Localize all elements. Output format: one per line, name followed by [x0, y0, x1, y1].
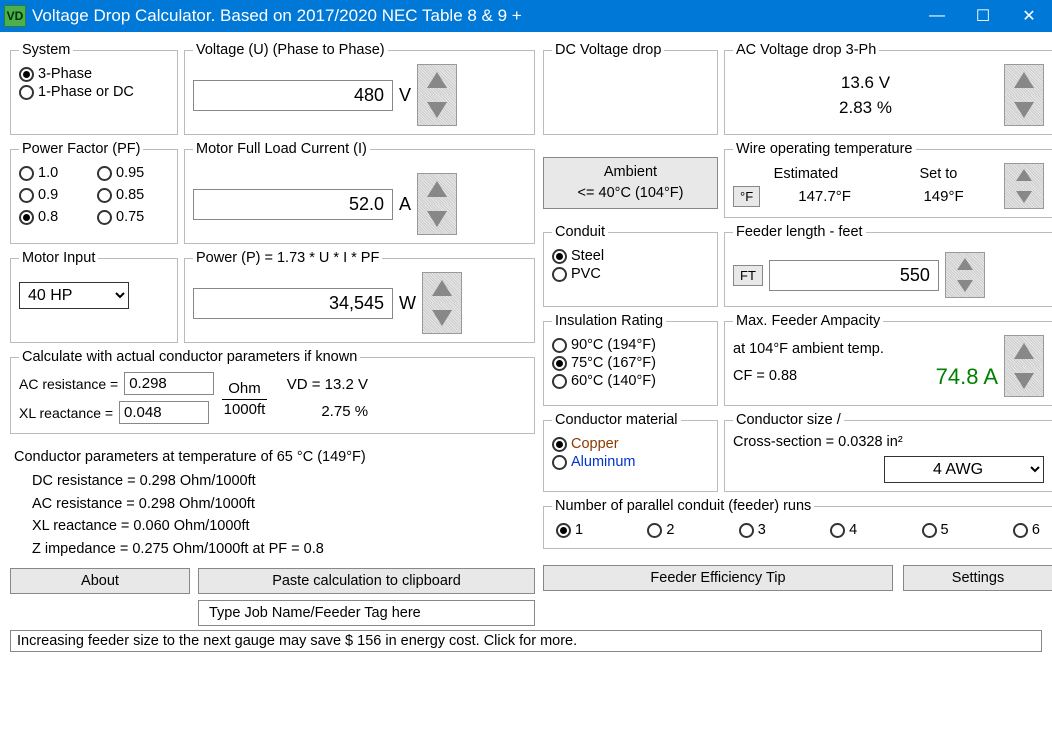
status-bar[interactable]: Increasing feeder size to the next gauge… — [10, 630, 1042, 652]
power-input[interactable] — [193, 288, 393, 319]
mat-copper[interactable] — [552, 437, 567, 452]
xl-input[interactable] — [119, 401, 209, 424]
vd-pct-result: 2.75 % — [287, 398, 368, 425]
pf-legend: Power Factor (PF) — [19, 141, 143, 157]
current-input[interactable] — [193, 189, 393, 220]
acdrop-down[interactable] — [1005, 95, 1043, 125]
parallel-5[interactable] — [922, 523, 937, 538]
feeder-tip-button[interactable]: Feeder Efficiency Tip — [543, 565, 893, 591]
parallel-4[interactable] — [830, 523, 845, 538]
pf-1.0[interactable] — [19, 166, 34, 181]
about-button[interactable]: About — [10, 568, 190, 594]
insulation-legend: Insulation Rating — [552, 313, 666, 329]
motor-hp-select[interactable]: 40 HP — [19, 282, 129, 309]
conduit-legend: Conduit — [552, 224, 608, 240]
radio-1phase[interactable] — [19, 85, 34, 100]
z-line: Z impedance = 0.275 Ohm/1000ft at PF = 0… — [14, 538, 535, 560]
motor-input-legend: Motor Input — [19, 250, 98, 266]
length-unit-button[interactable]: FT — [733, 265, 763, 286]
ac-drop-volts: 13.6 V — [733, 70, 998, 96]
parallel-2[interactable] — [647, 523, 662, 538]
radio-1phase-label: 1-Phase or DC — [38, 84, 134, 100]
ac-res-input[interactable] — [124, 372, 214, 395]
pf-0.95[interactable] — [97, 166, 112, 181]
pf-0.75[interactable] — [97, 210, 112, 225]
ac-res-line: AC resistance = 0.298 Ohm/1000ft — [14, 493, 535, 515]
pf-0.9[interactable] — [19, 188, 34, 203]
voltage-down[interactable] — [418, 95, 456, 125]
power-unit: W — [399, 293, 416, 314]
ins-90c[interactable] — [552, 338, 567, 353]
conductor-size-select[interactable]: 4 AWG — [884, 456, 1044, 483]
title-bar: VD Voltage Drop Calculator. Based on 201… — [0, 0, 1052, 32]
close-button[interactable]: ✕ — [1006, 0, 1052, 32]
power-down[interactable] — [423, 303, 461, 333]
current-down[interactable] — [418, 204, 456, 234]
max-amp-value: 74.8 A — [936, 360, 998, 393]
wire-temp-est: 147.7°F — [770, 188, 879, 205]
cond-size-legend: Conductor size / — [733, 412, 844, 428]
max-amp-line1: at 104°F ambient temp. — [733, 339, 998, 361]
feeder-len-legend: Feeder length - feet — [733, 224, 866, 240]
current-unit: A — [399, 194, 411, 215]
conduit-pvc[interactable] — [552, 267, 567, 282]
max-amp-legend: Max. Feeder Ampacity — [733, 313, 883, 329]
cross-section-label: Cross-section = 0.0328 in² — [733, 434, 1044, 450]
max-amp-cf: CF = 0.88 — [733, 366, 797, 388]
ins-75c[interactable] — [552, 356, 567, 371]
per1000ft-label: 1000ft — [222, 400, 267, 420]
mat-aluminum[interactable] — [552, 455, 567, 470]
window-title: Voltage Drop Calculator. Based on 2017/2… — [32, 6, 914, 26]
xl-line: XL reactance = 0.060 Ohm/1000ft — [14, 515, 535, 537]
voltage-input[interactable] — [193, 80, 393, 111]
wiretemp-up[interactable] — [1005, 164, 1043, 186]
dc-drop-legend: DC Voltage drop — [552, 42, 664, 58]
feederlen-down[interactable] — [946, 275, 984, 297]
pf-0.85[interactable] — [97, 188, 112, 203]
feederlen-up[interactable] — [946, 253, 984, 275]
calc-actual-legend: Calculate with actual conductor paramete… — [19, 349, 360, 365]
wiretemp-down[interactable] — [1005, 186, 1043, 208]
ins-60c[interactable] — [552, 374, 567, 389]
radio-3phase[interactable] — [19, 67, 34, 82]
current-legend: Motor Full Load Current (I) — [193, 141, 370, 157]
parallel-legend: Number of parallel conduit (feeder) runs — [552, 498, 814, 514]
power-up[interactable] — [423, 273, 461, 303]
minimize-button[interactable]: — — [914, 0, 960, 32]
cond-mat-legend: Conductor material — [552, 412, 681, 428]
ohm-label: Ohm — [222, 379, 267, 400]
current-up[interactable] — [418, 174, 456, 204]
acdrop-up[interactable] — [1005, 65, 1043, 95]
paste-clipboard-button[interactable]: Paste calculation to clipboard — [198, 568, 535, 594]
maxamp-up[interactable] — [1005, 336, 1043, 366]
ac-drop-pct: 2.83 % — [733, 95, 998, 121]
feeder-length-input[interactable] — [769, 260, 939, 291]
vd-result: VD = 13.2 V — [287, 371, 368, 398]
cond-params-header: Conductor parameters at temperature of 6… — [14, 446, 535, 468]
parallel-1[interactable] — [556, 523, 571, 538]
wire-temp-legend: Wire operating temperature — [733, 141, 916, 157]
maximize-button[interactable]: ☐ — [960, 0, 1006, 32]
xl-label: XL reactance = — [19, 405, 113, 421]
settings-button[interactable]: Settings — [903, 565, 1052, 591]
pf-0.8[interactable] — [19, 210, 34, 225]
wire-temp-set: 149°F — [889, 188, 998, 205]
power-legend: Power (P) = 1.73 * U * I * PF — [193, 250, 382, 266]
ambient-button[interactable]: Ambient <= 40°C (104°F) — [543, 157, 718, 209]
conduit-steel[interactable] — [552, 249, 567, 264]
app-logo: VD — [4, 5, 26, 27]
voltage-unit: V — [399, 85, 411, 106]
job-name-input[interactable] — [198, 600, 535, 626]
ac-drop-legend: AC Voltage drop 3-Ph — [733, 42, 879, 58]
radio-3phase-label: 3-Phase — [38, 66, 92, 82]
system-legend: System — [19, 42, 73, 58]
dc-res-line: DC resistance = 0.298 Ohm/1000ft — [14, 470, 535, 492]
voltage-up[interactable] — [418, 65, 456, 95]
parallel-3[interactable] — [739, 523, 754, 538]
temp-unit-button[interactable]: °F — [733, 186, 760, 207]
voltage-legend: Voltage (U) (Phase to Phase) — [193, 42, 388, 58]
parallel-6[interactable] — [1013, 523, 1028, 538]
ac-res-label: AC resistance = — [19, 376, 118, 392]
maxamp-down[interactable] — [1005, 366, 1043, 396]
